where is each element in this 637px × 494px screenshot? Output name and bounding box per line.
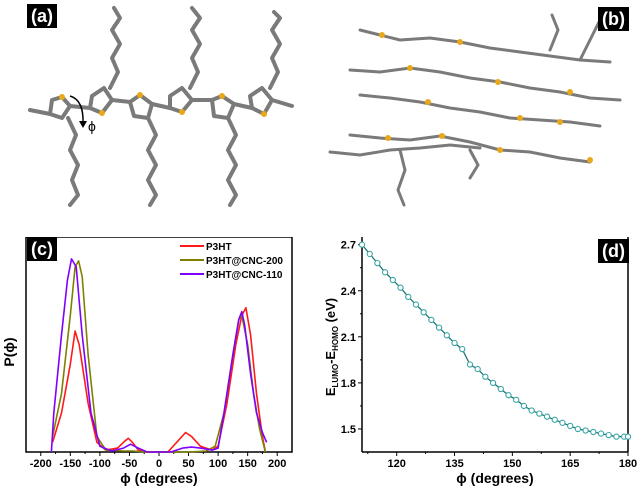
- legend-p3ht: P3HT: [206, 242, 232, 253]
- svg-text:100: 100: [209, 458, 227, 470]
- legend: P3HT P3HT@CNC-200 P3HT@CNC-110: [180, 242, 283, 281]
- rotation-arrow-icon: [69, 95, 84, 125]
- svg-text:120: 120: [388, 458, 406, 470]
- svg-text:165: 165: [561, 458, 579, 470]
- panel-a-label: (a): [27, 4, 57, 28]
- panel-b-label: (b): [598, 7, 629, 31]
- svg-text:-200: -200: [30, 458, 52, 470]
- legend-p3ht-cnc-110: P3HT@CNC-110: [206, 270, 283, 281]
- svg-text:-100: -100: [89, 458, 111, 470]
- svg-text:-50: -50: [121, 458, 137, 470]
- svg-text:150: 150: [503, 458, 521, 470]
- y-axis-label: ELUMO-EHOMO (eV): [323, 298, 340, 396]
- svg-text:2.1: 2.1: [341, 332, 356, 344]
- x-axis-label: ϕ (degrees): [456, 470, 533, 486]
- p3ht-chain-illustration: ϕ: [28, 6, 294, 207]
- svg-text:135: 135: [445, 458, 463, 470]
- svg-text:2.4: 2.4: [341, 286, 357, 298]
- svg-text:1.5: 1.5: [341, 424, 356, 436]
- svg-text:200: 200: [268, 458, 286, 470]
- svg-text:-150: -150: [59, 458, 81, 470]
- panel-b-molecule-packing: (b): [320, 0, 637, 232]
- panel-a-molecule: ϕ (a): [0, 0, 318, 232]
- phi-annotation: ϕ: [88, 118, 96, 134]
- panel-c-label: (c): [27, 237, 57, 261]
- panel-c-chart: -200 -150 -100 -50 0 50 100 150 200 ϕ (degrees) …: [0, 236, 320, 489]
- energy-gap-chart: 120 135 150 165 180 1.5 1.8 2.1 2.4 2.7 ϕ (degree…: [323, 237, 637, 486]
- svg-text:0: 0: [156, 458, 162, 470]
- panel-d-label: (d): [598, 239, 629, 263]
- svg-text:2.7: 2.7: [341, 240, 356, 252]
- packed-chains-illustration: [328, 13, 622, 207]
- svg-text:1.8: 1.8: [341, 378, 356, 390]
- svg-text:50: 50: [182, 458, 194, 470]
- legend-p3ht-cnc-200: P3HT@CNC-200: [206, 256, 283, 267]
- x-axis-label: ϕ (degrees): [120, 470, 197, 486]
- y-axis-label: P(ϕ): [1, 337, 17, 366]
- panel-d-chart: 120 135 150 165 180 1.5 1.8 2.1 2.4 2.7 ϕ (degree…: [320, 237, 637, 489]
- svg-text:ELUMO-EHOMO (eV): ELUMO-EHOMO (eV): [323, 298, 340, 396]
- svg-text:180: 180: [619, 458, 637, 470]
- svg-text:150: 150: [238, 458, 256, 470]
- dihedral-distribution-chart: -200 -150 -100 -50 0 50 100 150 200 ϕ (degrees) …: [1, 236, 293, 486]
